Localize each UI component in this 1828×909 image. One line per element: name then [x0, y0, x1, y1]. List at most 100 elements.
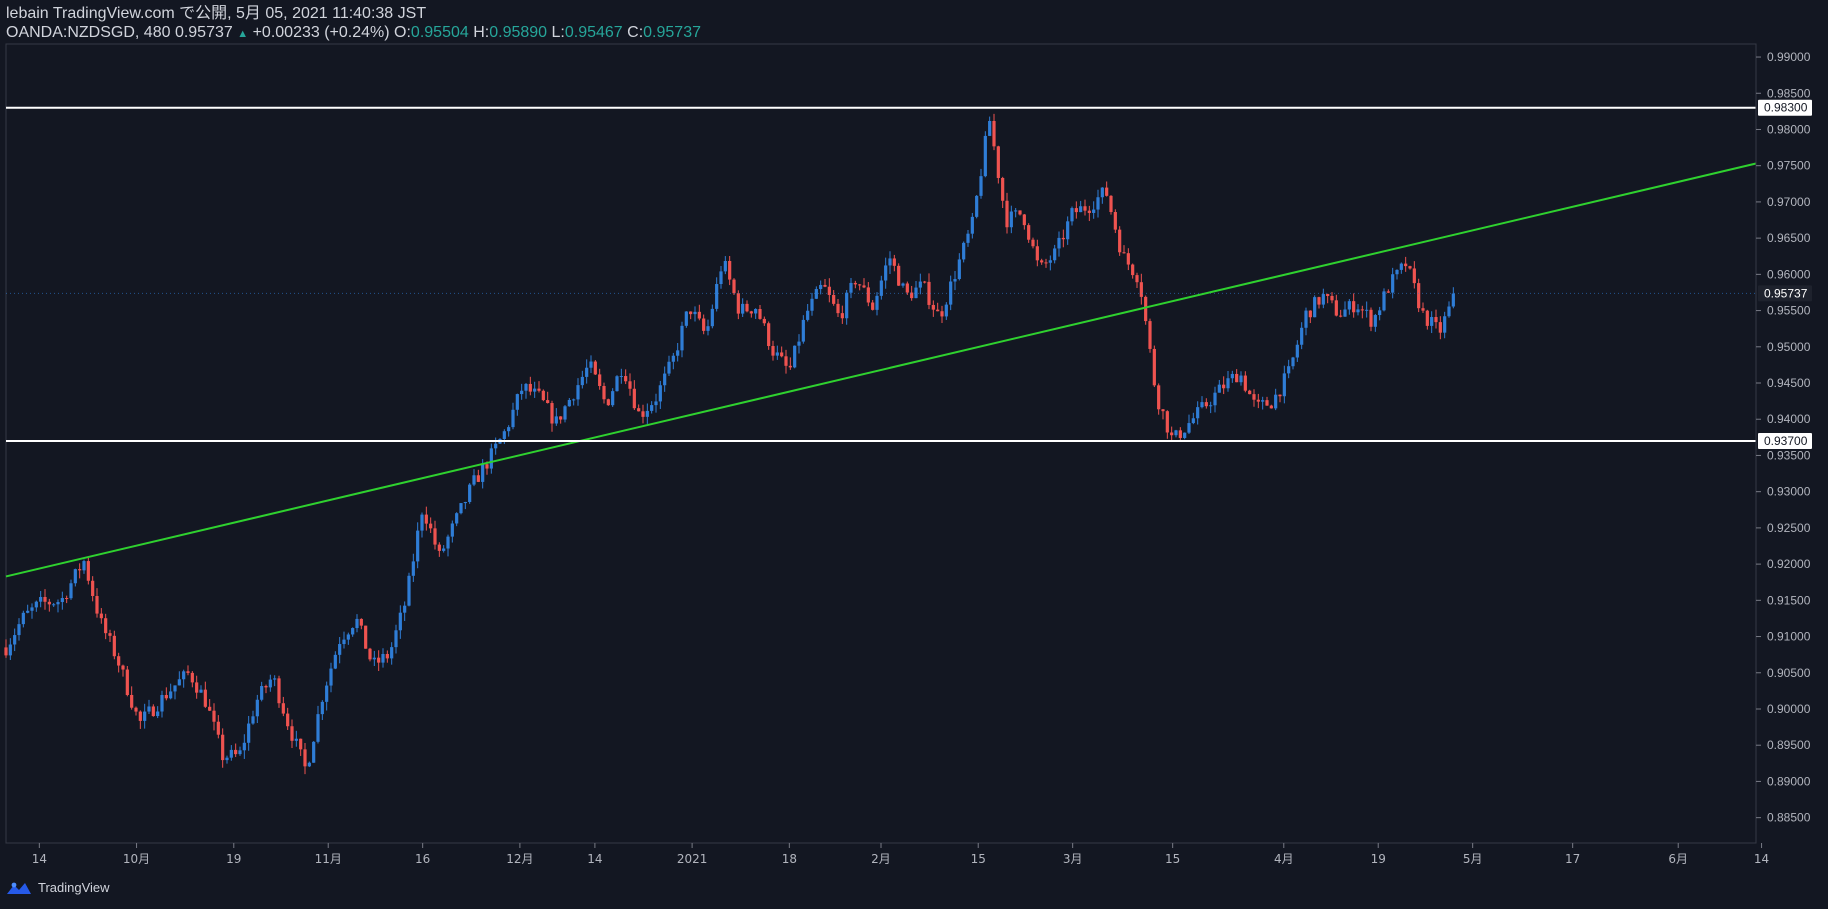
y-tick-label: 0.88500	[1767, 811, 1811, 825]
candle-down	[112, 635, 116, 657]
candle-up	[576, 385, 580, 400]
candle-down	[1369, 309, 1373, 327]
chart-pane[interactable]	[5, 43, 1757, 844]
x-tick-label: 6月	[1668, 852, 1688, 866]
candle-down	[1126, 253, 1130, 265]
candle-up	[407, 575, 411, 606]
candle-down	[732, 279, 736, 294]
candle-down	[208, 706, 212, 711]
candle-up	[650, 405, 654, 411]
candle-up	[463, 502, 467, 504]
candle-down	[593, 361, 597, 375]
candle-up	[1053, 248, 1057, 261]
candle-down	[1118, 229, 1122, 253]
candle-up	[238, 750, 242, 755]
price-axis[interactable]: 0.99000 0.98500 0.98000 0.97500 0.97000 0.965…	[1755, 44, 1812, 843]
hline-price-label: 0.98300	[1764, 101, 1808, 115]
candle-down	[784, 356, 788, 366]
close-value: 0.95737	[643, 24, 701, 41]
candle-up	[1391, 274, 1395, 293]
candle-down	[1122, 252, 1126, 254]
candle-up	[676, 350, 680, 356]
candle-down	[1222, 384, 1226, 389]
candle-up	[1261, 400, 1265, 402]
last-price-tag	[1758, 285, 1812, 302]
candle-down	[186, 671, 190, 673]
candle-down	[1425, 310, 1429, 326]
candle-down	[1404, 263, 1408, 267]
candle-down	[1204, 402, 1208, 407]
candle-down	[1105, 187, 1109, 196]
candle-up	[719, 271, 723, 285]
candle-up	[355, 618, 359, 629]
candle-up	[507, 427, 511, 432]
candle-up	[1226, 378, 1230, 389]
candle-down	[104, 618, 108, 634]
symbol-label[interactable]: OANDA:NZDSGD, 480	[6, 24, 171, 41]
candle-up	[944, 304, 948, 317]
candle-up	[294, 738, 298, 741]
candle-up	[1347, 301, 1351, 310]
candle-down	[598, 374, 602, 386]
candle-down	[637, 408, 641, 412]
candle-down	[1170, 432, 1174, 436]
brand-name[interactable]: TradingView	[38, 880, 110, 895]
candle-down	[641, 411, 645, 417]
candle-down	[606, 399, 610, 406]
low-value: 0.95467	[564, 24, 623, 41]
candle-down	[853, 282, 857, 285]
candle-up	[879, 280, 883, 296]
candle-up	[715, 284, 719, 309]
candle-up	[468, 484, 472, 503]
candle-up	[1343, 309, 1347, 317]
candle-down	[927, 281, 931, 305]
candle-up	[329, 668, 333, 686]
candle-up	[1230, 373, 1234, 379]
candle-down	[1269, 405, 1273, 409]
candle-up	[351, 628, 355, 635]
candle-up	[455, 513, 459, 524]
candle-down	[836, 303, 840, 314]
last-price: 0.95737	[174, 24, 233, 41]
candle-down	[1256, 399, 1260, 402]
drawings[interactable]	[5, 106, 1757, 578]
candle-down	[4, 647, 8, 656]
candle-up	[554, 416, 558, 424]
candle-down	[1031, 239, 1035, 247]
candle-down	[437, 544, 441, 551]
candle-up	[420, 514, 424, 531]
candle-down	[823, 284, 827, 287]
x-tick-label: 5月	[1463, 852, 1483, 866]
candle-up	[381, 653, 385, 663]
candle-up	[394, 630, 398, 648]
open-label: O:	[394, 24, 411, 41]
candle-down	[936, 309, 940, 312]
x-tick-label: 18	[782, 852, 797, 866]
candle-up	[39, 596, 43, 602]
candle-down	[290, 726, 294, 741]
candle-up	[1451, 293, 1455, 307]
candle-up	[1378, 310, 1382, 316]
candle-down	[1317, 297, 1321, 305]
x-tick-label: 2021	[677, 852, 708, 866]
candle-down	[364, 625, 368, 649]
candle-up	[1096, 197, 1100, 210]
footer[interactable]: TradingView	[6, 880, 110, 895]
candle-up	[979, 176, 983, 196]
candle-down	[108, 633, 112, 636]
candle-down	[1408, 266, 1412, 269]
y-tick-label: 0.97000	[1767, 195, 1811, 209]
time-axis[interactable]: 14 10月 19 11月 16 12月 14 2021 18 2月 15 3月 15 4月 19 5月 17 6…	[6, 842, 1769, 866]
candle-up	[533, 388, 537, 392]
candle-down	[303, 749, 307, 767]
x-tick-label: 11月	[315, 852, 342, 866]
candle-up	[199, 689, 203, 693]
candle-up	[1399, 263, 1403, 270]
candle-down	[429, 523, 433, 529]
y-tick-label: 0.92000	[1767, 557, 1811, 571]
candle-down	[550, 403, 554, 424]
candle-down	[130, 695, 134, 708]
candle-down	[476, 475, 480, 482]
candle-up	[619, 376, 623, 378]
